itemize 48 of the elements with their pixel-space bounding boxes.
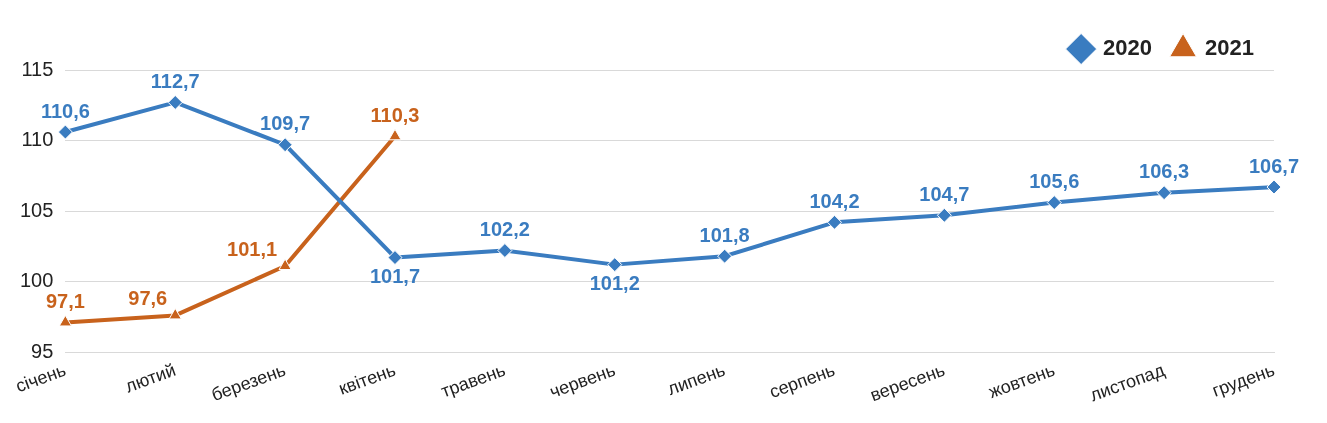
data-label: 109,7: [260, 112, 311, 135]
y-tick-label: 105: [19, 198, 54, 221]
point: [936, 207, 952, 223]
x-tick-label: липень: [664, 359, 728, 400]
point: [388, 128, 402, 141]
legend-label: 2020: [1103, 35, 1153, 61]
legend-label: 2021: [1205, 35, 1255, 61]
y-tick-label: 100: [19, 269, 54, 292]
point: [827, 214, 842, 230]
data-label: 97,6: [128, 286, 168, 309]
point: [497, 243, 513, 259]
point: [607, 257, 623, 273]
point: [387, 250, 403, 266]
point: [277, 137, 293, 153]
x-tick-label: квітень: [335, 359, 399, 399]
data-label: 110,3: [370, 103, 420, 126]
point: [1266, 179, 1282, 195]
data-label: 101,1: [227, 237, 278, 260]
x-tick-label: лютий: [122, 359, 179, 397]
data-label: 112,7: [150, 69, 200, 92]
point: [58, 314, 72, 327]
point: [168, 307, 182, 320]
point: [167, 94, 183, 110]
x-tick-label: травень: [438, 359, 508, 402]
data-label: 101,2: [589, 272, 640, 295]
y-tick-label: 115: [21, 57, 54, 80]
x-tick-label: грудень: [1209, 359, 1278, 401]
data-label: 101,8: [699, 223, 750, 246]
data-label: 97,1: [45, 289, 85, 312]
x-tick-label: січень: [13, 359, 69, 397]
point: [57, 124, 73, 140]
data-label: 104,2: [809, 189, 860, 212]
x-tick-label: серпень: [766, 359, 838, 402]
y-tick-label: 110: [21, 128, 54, 151]
data-label: 101,7: [369, 265, 421, 288]
point: [1046, 195, 1062, 211]
data-label: 104,7: [919, 182, 970, 205]
data-label: 106,7: [1248, 154, 1300, 177]
point: [1156, 185, 1172, 201]
data-label: 105,6: [1029, 170, 1080, 193]
data-label: 106,3: [1139, 160, 1190, 183]
x-tick-label: червень: [546, 359, 618, 402]
y-tick-label: 95: [31, 339, 54, 362]
point: [278, 258, 292, 271]
x-tick-label: жовтень: [986, 359, 1058, 403]
data-label: 110,6: [40, 99, 90, 122]
data-label: 102,2: [479, 218, 530, 241]
point: [717, 248, 733, 264]
